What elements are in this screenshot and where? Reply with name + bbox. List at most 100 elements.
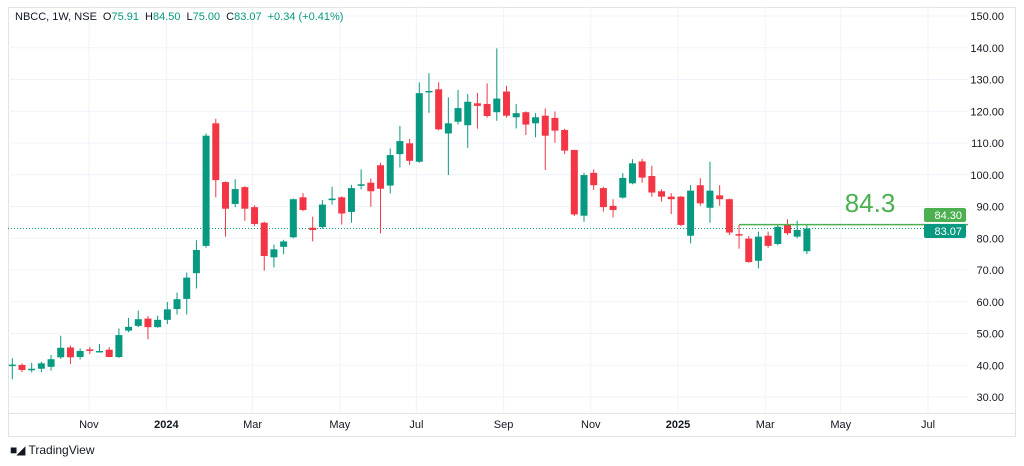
candle-up[interactable] bbox=[512, 113, 520, 118]
last-price-label: 83.07 bbox=[934, 226, 962, 238]
y-tick-label: 140.00 bbox=[970, 43, 1004, 55]
candle-down[interactable] bbox=[658, 191, 666, 197]
candle-up[interactable] bbox=[454, 108, 462, 122]
candle-down[interactable] bbox=[144, 318, 152, 328]
candle-up[interactable] bbox=[687, 190, 695, 236]
candle-up[interactable] bbox=[134, 319, 142, 326]
candle-up[interactable] bbox=[318, 204, 326, 228]
candle-down[interactable] bbox=[502, 91, 510, 116]
candle-up[interactable] bbox=[8, 364, 16, 367]
candle-up[interactable] bbox=[532, 117, 540, 124]
candle-up[interactable] bbox=[28, 368, 36, 371]
candle-down[interactable] bbox=[638, 161, 646, 178]
candle-down[interactable] bbox=[309, 227, 317, 230]
candle-down[interactable] bbox=[473, 103, 481, 106]
y-tick-label: 90.00 bbox=[976, 202, 1004, 214]
candle-down[interactable] bbox=[609, 205, 617, 210]
candle-up[interactable] bbox=[96, 350, 104, 353]
candle-up[interactable] bbox=[493, 98, 501, 113]
candle-down[interactable] bbox=[241, 187, 249, 209]
candle-down[interactable] bbox=[377, 165, 385, 189]
candle-down[interactable] bbox=[648, 176, 656, 193]
candle-down[interactable] bbox=[299, 197, 307, 210]
candle-up[interactable] bbox=[425, 90, 433, 93]
candle-up[interactable] bbox=[47, 359, 55, 367]
candle-down[interactable] bbox=[251, 207, 259, 224]
candle-down[interactable] bbox=[483, 103, 491, 117]
candle-up[interactable] bbox=[444, 123, 452, 134]
candle-up[interactable] bbox=[125, 326, 133, 331]
y-tick-label: 30.00 bbox=[976, 392, 1004, 404]
candle-up[interactable] bbox=[231, 189, 239, 204]
candle-down[interactable] bbox=[561, 129, 569, 151]
candle-up[interactable] bbox=[396, 141, 404, 155]
candle-up[interactable] bbox=[183, 277, 191, 299]
candle-up[interactable] bbox=[793, 229, 801, 237]
candle-down[interactable] bbox=[696, 185, 704, 204]
candle-down[interactable] bbox=[221, 182, 229, 209]
candle-up[interactable] bbox=[415, 93, 423, 162]
chart-frame bbox=[8, 7, 1016, 437]
open-label: O bbox=[102, 11, 112, 23]
candle-up[interactable] bbox=[357, 184, 365, 186]
candle-down[interactable] bbox=[590, 172, 598, 186]
candle-up[interactable] bbox=[754, 236, 762, 261]
candle-up[interactable] bbox=[289, 199, 297, 238]
candle-down[interactable] bbox=[260, 222, 268, 257]
brand-name: TradingView bbox=[28, 443, 95, 457]
candle-up[interactable] bbox=[280, 241, 288, 247]
x-tick-label: Nov bbox=[581, 419, 601, 431]
candle-up[interactable] bbox=[37, 363, 45, 369]
candle-down[interactable] bbox=[570, 149, 578, 215]
candle-down[interactable] bbox=[406, 143, 414, 161]
candle-down[interactable] bbox=[541, 115, 549, 136]
candle-down[interactable] bbox=[338, 197, 346, 214]
candle-up[interactable] bbox=[115, 335, 123, 357]
y-tick-label: 150.00 bbox=[970, 11, 1004, 23]
candle-up[interactable] bbox=[154, 319, 162, 328]
high-value: 84.50 bbox=[152, 11, 181, 23]
candle-up[interactable] bbox=[774, 226, 782, 244]
last-price-badge bbox=[924, 224, 966, 238]
candle-up[interactable] bbox=[580, 175, 588, 216]
candle-down[interactable] bbox=[716, 195, 724, 200]
low-label: L bbox=[186, 11, 193, 23]
candle-up[interactable] bbox=[192, 249, 200, 274]
candle-down[interactable] bbox=[66, 347, 74, 358]
candle-down[interactable] bbox=[745, 238, 753, 263]
candle-up[interactable] bbox=[386, 155, 394, 186]
candle-up[interactable] bbox=[706, 190, 714, 208]
candle-down[interactable] bbox=[599, 188, 607, 208]
candle-down[interactable] bbox=[86, 349, 94, 351]
x-tick-label: Mar bbox=[756, 419, 775, 431]
candle-down[interactable] bbox=[551, 117, 559, 131]
candle-up[interactable] bbox=[57, 347, 65, 358]
candle-down[interactable] bbox=[212, 123, 220, 181]
candle-down[interactable] bbox=[677, 196, 685, 225]
candle-up[interactable] bbox=[803, 228, 811, 252]
candle-down[interactable] bbox=[367, 182, 375, 192]
candle-down[interactable] bbox=[18, 364, 26, 371]
candle-down[interactable] bbox=[435, 89, 443, 130]
candle-up[interactable] bbox=[628, 163, 636, 184]
tradingview-branding[interactable]: ■◢ TradingView bbox=[10, 443, 95, 457]
candle-up[interactable] bbox=[347, 188, 355, 212]
candle-up[interactable] bbox=[464, 101, 472, 126]
candle-up[interactable] bbox=[163, 309, 171, 320]
candle-up[interactable] bbox=[328, 198, 336, 201]
candle-down[interactable] bbox=[522, 112, 530, 125]
candle-up[interactable] bbox=[270, 249, 278, 258]
candle-down[interactable] bbox=[784, 224, 791, 234]
candle-up[interactable] bbox=[76, 350, 84, 357]
close-label: C bbox=[226, 11, 235, 23]
candle-up[interactable] bbox=[202, 135, 210, 246]
candle-down[interactable] bbox=[725, 199, 733, 233]
candle-down[interactable] bbox=[667, 196, 675, 200]
candle-down[interactable] bbox=[105, 349, 113, 357]
candle-up[interactable] bbox=[173, 299, 181, 310]
candle-down[interactable] bbox=[764, 235, 772, 246]
candle-up[interactable] bbox=[619, 177, 627, 198]
y-tick-label: 60.00 bbox=[976, 297, 1004, 309]
candle-down[interactable] bbox=[735, 234, 743, 236]
